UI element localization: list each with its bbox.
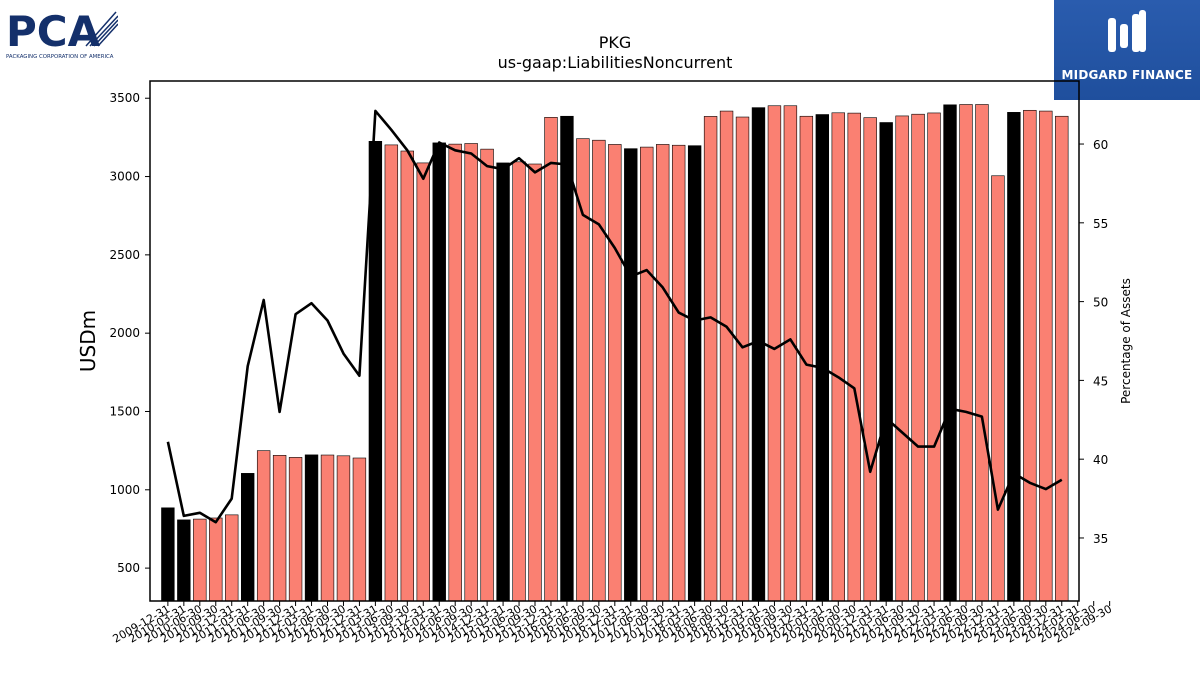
- line-series: [166, 109, 1063, 524]
- percentage-line: [166, 109, 1063, 524]
- bar: [1055, 115, 1069, 602]
- y-tick-label: 1000: [109, 483, 140, 497]
- bar: [783, 105, 798, 602]
- bar: [687, 145, 702, 602]
- pca-logo-stripes: [85, 11, 119, 47]
- bar: [959, 104, 973, 602]
- bar: [304, 454, 319, 602]
- y-tick-label: 3000: [109, 170, 140, 184]
- y-tick-label: 500: [117, 561, 140, 575]
- midgard-finance-logo: MIDGARD FINANCE: [1054, 0, 1200, 100]
- bar: [735, 116, 750, 602]
- y-axis-left: 500 1000 1500 2000 2500 3000 3500: [109, 91, 150, 575]
- bar: [400, 150, 414, 602]
- bar: [608, 144, 622, 602]
- bar: [656, 144, 670, 602]
- bar: [177, 519, 191, 602]
- bar: [288, 457, 303, 602]
- bar: [241, 473, 255, 602]
- bar: [161, 507, 175, 602]
- bar: [640, 146, 654, 602]
- bar: [703, 116, 718, 602]
- bar: [432, 142, 446, 602]
- pca-logo-letters: PCA: [6, 7, 101, 56]
- bar: [544, 117, 558, 602]
- bar: [879, 122, 893, 602]
- bar: [863, 117, 877, 602]
- bar: [209, 517, 223, 602]
- bar: [225, 514, 239, 602]
- bar: [512, 161, 526, 602]
- bar: [368, 141, 383, 602]
- bar: [624, 148, 638, 602]
- x-axis: 2009-12-312010-03-312010-06-302010-09-30…: [111, 601, 1114, 646]
- bar: [1007, 112, 1021, 602]
- bar-series: [161, 104, 1069, 602]
- bar: [320, 454, 335, 602]
- bar: [416, 162, 430, 602]
- y-tick-label: 3500: [109, 91, 140, 105]
- y-axis-right: 35 40 45 50 55 60: [1079, 138, 1108, 546]
- y-tick-label: 2500: [109, 248, 140, 262]
- bar: [975, 104, 989, 602]
- bar: [991, 175, 1005, 602]
- bar: [671, 144, 686, 602]
- bar: [767, 105, 782, 602]
- bar: [336, 455, 351, 602]
- chart-subtitle: us-gaap:LiabilitiesNoncurrent: [498, 53, 733, 72]
- bar: [943, 104, 957, 602]
- bar: [927, 112, 941, 602]
- bar: [560, 115, 574, 602]
- bar: [815, 114, 830, 602]
- y2-tick-label: 40: [1093, 453, 1108, 467]
- bar: [751, 107, 766, 602]
- bar: [448, 143, 462, 602]
- midgard-logo-text: MIDGARD FINANCE: [1061, 68, 1193, 82]
- y2-tick-label: 60: [1093, 138, 1108, 152]
- y-tick-label: 2000: [109, 326, 140, 340]
- bar: [256, 450, 271, 602]
- bar: [576, 138, 590, 602]
- bar: [464, 143, 478, 602]
- bar: [384, 144, 399, 602]
- bar: [528, 163, 542, 602]
- bar: [719, 110, 734, 602]
- pca-logo-subtext: PACKAGING CORPORATION OF AMERICA: [6, 54, 114, 60]
- bar: [1023, 109, 1037, 602]
- midgard-logo-mark-icon: [1108, 10, 1146, 52]
- bar: [831, 112, 845, 602]
- bar: [352, 457, 367, 602]
- y2-tick-label: 45: [1093, 374, 1108, 388]
- bar: [1039, 110, 1053, 602]
- bar: [480, 148, 494, 602]
- pca-logo: PCA PACKAGING CORPORATION OF AMERICA: [6, 6, 119, 62]
- y-tick-label: 1500: [109, 404, 140, 418]
- y2-tick-label: 50: [1093, 296, 1108, 310]
- bar: [193, 518, 207, 602]
- y2-tick-label: 55: [1093, 217, 1108, 231]
- bar: [272, 455, 287, 602]
- pca-logo-graphic: PCA PACKAGING CORPORATION OF AMERICA: [6, 7, 119, 60]
- y2-tick-label: 35: [1093, 532, 1108, 546]
- bar: [592, 139, 606, 602]
- bar: [496, 162, 510, 602]
- chart-title: PKG: [599, 33, 632, 52]
- bar: [895, 115, 909, 602]
- bar: [911, 113, 925, 602]
- y2-axis-label: Percentage of Assets: [1119, 278, 1133, 404]
- bar: [847, 112, 861, 602]
- y-axis-label: USDm: [76, 310, 100, 372]
